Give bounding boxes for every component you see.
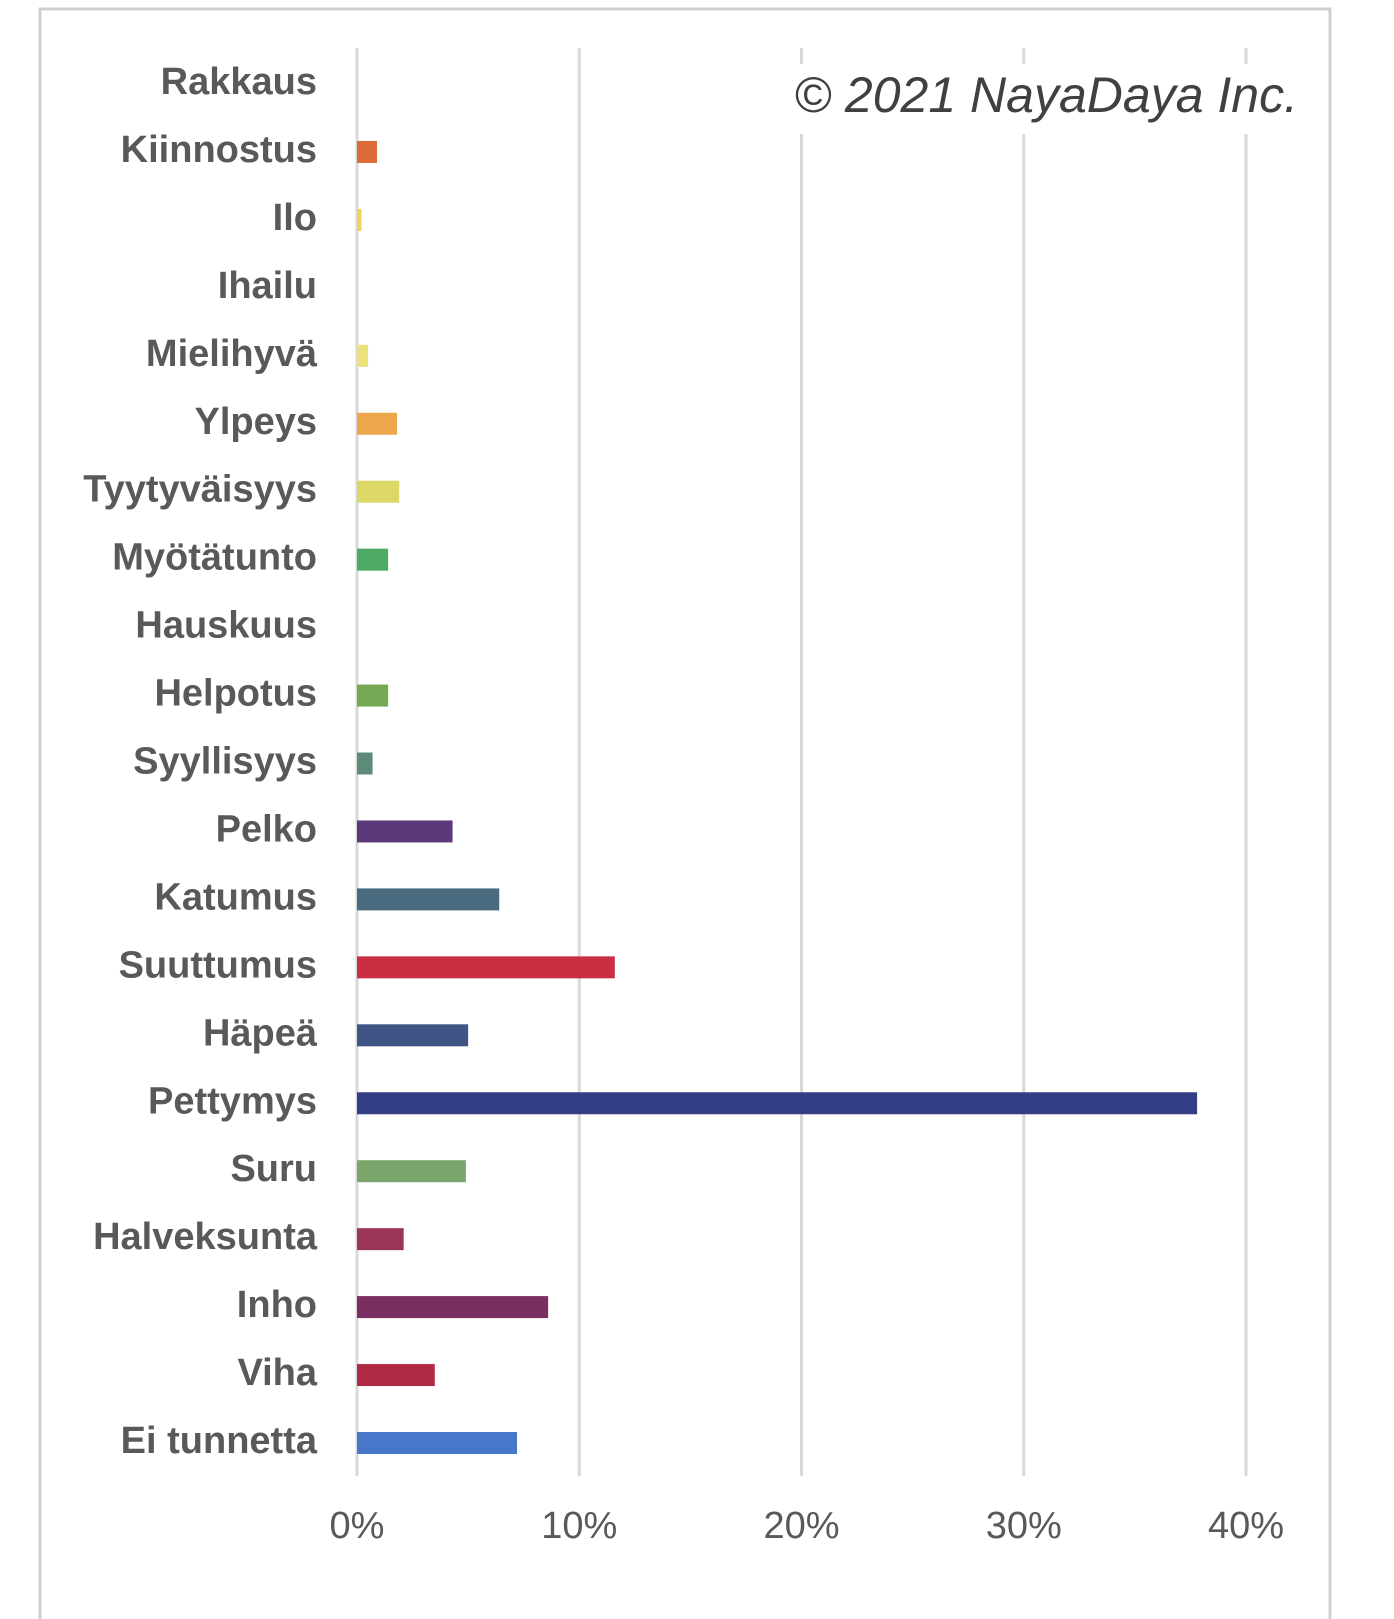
bar [357, 1160, 466, 1183]
bar [357, 140, 378, 163]
bar [357, 412, 398, 435]
bar [357, 1228, 404, 1251]
y-tick-label: Kiinnostus [121, 129, 317, 171]
y-tick-label: Myötätunto [112, 537, 317, 579]
y-tick-label: Tyytyväisyys [83, 469, 317, 511]
y-tick-label: Syyllisyys [133, 741, 317, 783]
bar [357, 1296, 549, 1319]
bar [357, 752, 373, 775]
x-tick-label: 10% [541, 1505, 617, 1547]
y-tick-label: Katumus [154, 876, 317, 918]
x-tick-label: 40% [1208, 1505, 1284, 1547]
y-tick-label: Pelko [216, 808, 317, 850]
bar [357, 1024, 469, 1047]
bar [357, 344, 369, 367]
y-tick-label: Viha [237, 1352, 317, 1394]
y-tick-label: Mielihyvä [146, 333, 318, 375]
annotation-bg [790, 64, 1310, 134]
y-tick-label: Inho [237, 1284, 317, 1326]
x-tick-label: 0% [330, 1505, 385, 1547]
x-tick-label: 30% [986, 1505, 1062, 1547]
bar [357, 548, 389, 571]
bar [357, 208, 362, 231]
y-tick-label: Ylpeys [194, 401, 317, 443]
y-tick-label: Halveksunta [93, 1216, 318, 1258]
bar [357, 956, 615, 979]
frame [38, 7, 1332, 1619]
bar [357, 888, 500, 911]
y-tick-label: Helpotus [154, 673, 317, 715]
y-tick-label: Ei tunnetta [121, 1420, 318, 1462]
bar [357, 1364, 435, 1387]
bar [357, 820, 453, 843]
y-tick-label: Suru [230, 1148, 317, 1190]
bar [357, 1432, 518, 1454]
y-tick-label: Rakkaus [161, 61, 317, 103]
y-tick-label: Pettymys [148, 1080, 317, 1122]
y-tick-label: Häpeä [203, 1012, 318, 1054]
y-tick-label: Suuttumus [119, 944, 317, 986]
y-tick-label: Ilo [273, 197, 317, 239]
bars [357, 140, 1198, 1454]
bar [357, 684, 389, 707]
y-tick-label: Ihailu [218, 265, 317, 307]
bar [357, 480, 400, 503]
y-tick-label: Hauskuus [135, 605, 317, 647]
x-tick-label: 20% [763, 1505, 839, 1547]
watermark: © 2021 NayaDaya Inc. [794, 67, 1298, 123]
bar [357, 1092, 1198, 1115]
